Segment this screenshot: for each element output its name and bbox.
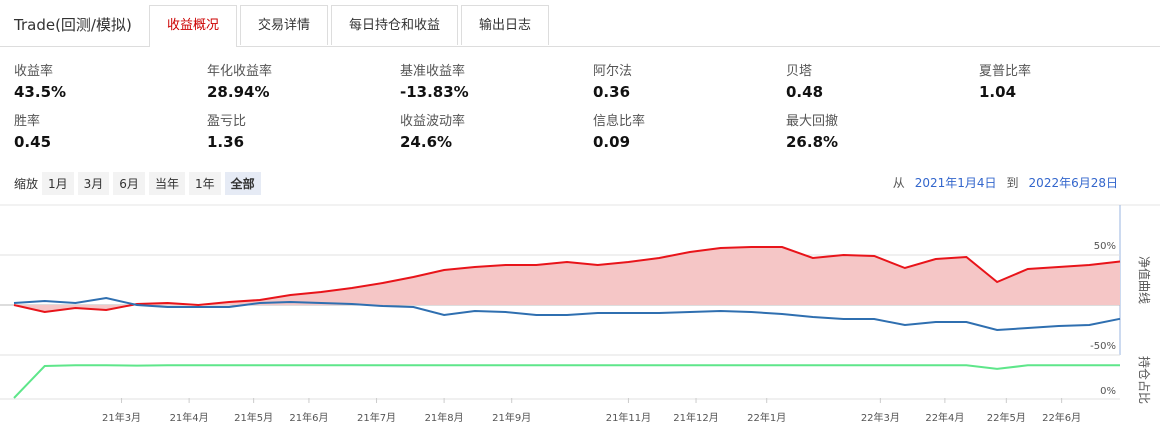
metric: 盈亏比 1.36	[207, 110, 400, 160]
metric-label: 最大回撤	[786, 114, 839, 129]
metric: 胜率 0.45	[14, 110, 207, 160]
x-tick-label: 21年12月	[673, 411, 718, 424]
metric-value: 0.45	[14, 133, 52, 151]
x-tick-label: 21年7月	[357, 411, 396, 424]
zoom-option[interactable]: 1年	[188, 172, 221, 195]
x-tick-label: 21年6月	[289, 411, 328, 424]
zoom-option[interactable]: 全部	[224, 172, 261, 195]
metrics: 收益率 43.5% 年化收益率 28.94% 基准收益率 -13.83% 阿尔法 0.36 贝塔…	[14, 60, 1172, 160]
area	[14, 247, 1120, 312]
metric-label: 收益波动率	[400, 114, 466, 129]
zoom-option[interactable]: 3月	[77, 172, 110, 195]
x-tick-label: 22年1月	[747, 411, 786, 424]
tabs: 收益概况 交易详情 每日持仓和收益 输出日志	[149, 5, 550, 47]
date-range: 从 2021年1月4日 到 2022年6月28日	[893, 174, 1118, 191]
metric-label: 阿尔法	[593, 64, 633, 79]
line	[13, 364, 1120, 399]
metric: 年化收益率 28.94%	[207, 60, 400, 110]
x-tick-label: 21年5月	[234, 411, 273, 424]
metric-label: 信息比率	[593, 114, 646, 129]
zoom-option[interactable]: 1月	[42, 172, 74, 195]
header: Trade(回测/模拟) 收益概况 交易详情 每日持仓和收益 输出日志	[0, 0, 1160, 47]
line	[13, 246, 1121, 314]
metric-label: 盈亏比	[207, 114, 247, 129]
zoom-label: 缩放	[14, 177, 39, 191]
x-tick-label: 22年4月	[925, 411, 964, 424]
line	[13, 296, 1121, 332]
metric: 基准收益率 -13.83%	[400, 60, 593, 110]
metric-label: 夏普比率	[979, 64, 1032, 79]
x-tick-label: 21年9月	[492, 411, 531, 424]
zoom-option[interactable]: 当年	[148, 172, 185, 195]
y2-axis-title: 持仓占比	[1137, 356, 1152, 404]
metric: 最大回撤 26.8%	[786, 110, 979, 160]
metric-label: 年化收益率	[207, 64, 273, 79]
y-axis-title: 净值曲线	[1137, 256, 1152, 304]
tab[interactable]: 交易详情	[240, 5, 329, 45]
tab[interactable]: 每日持仓和收益	[331, 5, 459, 45]
metric: 收益率 43.5%	[14, 60, 207, 110]
metric: 信息比率 0.09	[593, 110, 786, 160]
metric: 收益波动率 24.6%	[400, 110, 593, 160]
x-tick-label: 22年3月	[861, 411, 900, 424]
y2-tick-label: 0%	[1100, 386, 1116, 397]
metric-label: 基准收益率	[400, 64, 466, 79]
metric: 阿尔法 0.36	[593, 60, 786, 110]
tab[interactable]: 输出日志	[461, 5, 550, 45]
metric-value: 26.8%	[786, 133, 839, 151]
from-label: 从	[892, 176, 905, 190]
x-tick-label: 22年5月	[987, 411, 1026, 424]
metric: 夏普比率 1.04	[979, 60, 1172, 110]
to-label: 到	[1006, 176, 1019, 190]
tab[interactable]: 收益概况	[149, 5, 238, 47]
metric-value: 24.6%	[400, 133, 453, 151]
metric-value: 1.36	[207, 133, 245, 151]
metric-value: 28.94%	[207, 83, 270, 101]
x-tick-label: 21年4月	[170, 411, 209, 424]
metric-value: 0.48	[786, 83, 824, 101]
from-date[interactable]: 2021年1月4日	[914, 176, 997, 190]
metric-value: 43.5%	[14, 83, 67, 101]
x-tick-label: 21年8月	[425, 411, 464, 424]
metric-value: 0.36	[593, 83, 631, 101]
metric-label: 贝塔	[786, 64, 813, 79]
title: Trade(回测/模拟)	[14, 16, 132, 34]
metric-value: 0.09	[593, 133, 631, 151]
metric: 贝塔 0.48	[786, 60, 979, 110]
x-tick-label: 22年6月	[1042, 411, 1081, 424]
x-tick-label: 21年11月	[606, 411, 651, 424]
metric-label: 胜率	[14, 114, 41, 129]
to-date[interactable]: 2022年6月28日	[1028, 176, 1118, 190]
chart: 净值曲线 持仓占比 50%0%-50%0%21年3月21年4月21年5月21年6…	[0, 204, 1160, 424]
metric-label: 收益率	[14, 64, 54, 79]
x-tick-label: 21年3月	[102, 411, 141, 424]
zoom: 缩放 1月 3月 6月 当年 1年 全部	[14, 172, 261, 195]
y-tick-label: 50%	[1094, 241, 1116, 252]
metric-value: 1.04	[979, 83, 1017, 101]
y-tick-label: -50%	[1090, 341, 1116, 352]
zoom-option[interactable]: 6月	[113, 172, 145, 195]
metric-value: -13.83%	[400, 83, 469, 101]
